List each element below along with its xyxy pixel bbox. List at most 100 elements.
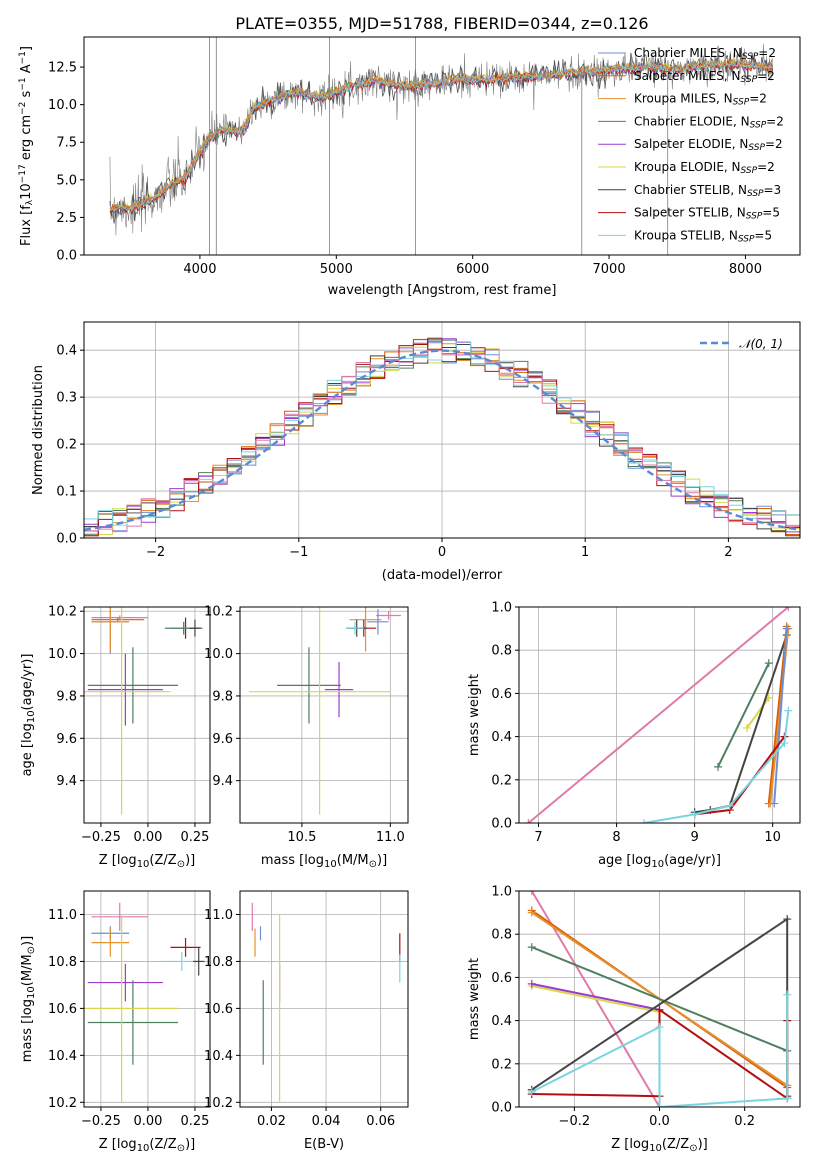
- gridlines: [84, 891, 210, 1107]
- spectrum-legend: Chabrier MILES, NSSP=2 Salpeter MILES, N S…: [598, 46, 784, 245]
- label-part: 10: [324, 859, 337, 870]
- y-tick-label: 10.0: [204, 647, 233, 662]
- plot-area: [84, 607, 203, 815]
- panel-xlabel: Z [log10(Z/Z⊙)]: [611, 1137, 707, 1154]
- axes-box: [83, 890, 211, 1108]
- legend-sub: SSP: [746, 212, 763, 222]
- label-part: )]: [698, 1137, 708, 1152]
- gridlines: [240, 891, 408, 1107]
- axes-frame: 0.02 0.04 0.06 10.2 10.4 10.6 10.8 11.0: [204, 890, 409, 1129]
- weight-marker: [764, 659, 773, 668]
- y-tick-label: 11.0: [204, 908, 233, 923]
- y-tick-label: 0.6: [491, 687, 512, 702]
- axes-box: [518, 606, 801, 824]
- legend-text: Salpeter MILES, N: [634, 69, 741, 83]
- label-part: 10: [26, 710, 37, 723]
- axes-frame: 7 8 9 10 0.0 0.2 0.4 0.6 0.8 1.0: [491, 601, 801, 845]
- label-part: (age/yr)]: [20, 654, 35, 711]
- gridlines: [84, 607, 210, 823]
- normal-curve: [84, 349, 798, 531]
- label-part: Z [log: [99, 853, 137, 868]
- label-part: age [log: [20, 723, 35, 776]
- axes-box: [83, 36, 801, 256]
- y-tick-label: 0.3: [56, 391, 77, 406]
- legend-label: Chabrier STELIB, NSSP=3: [634, 183, 781, 199]
- weight-marker: [527, 979, 536, 988]
- weight-marker: [783, 990, 792, 999]
- legend-sub: SSP: [748, 143, 765, 153]
- x-tick-label: 7: [534, 830, 542, 845]
- y-tick-label: 9.4: [212, 774, 233, 789]
- y-tick-label: 0.0: [56, 249, 77, 264]
- axes-frame: 4000 5000 6000 7000 8000 0.0 2.5 5.0 7.5 10.0 12.5: [48, 36, 801, 277]
- y-tick-label: 10.4: [48, 1049, 77, 1064]
- axes-frame: −0.2 0.0 0.2 0.0 0.2 0.4 0.6 0.8 1.0: [491, 885, 801, 1129]
- label-part: 10: [26, 986, 37, 999]
- legend-text: =2: [757, 69, 775, 83]
- weight-line-kroupa_elodie: [531, 985, 660, 1013]
- panel-xlabel: Z [log10(Z/Z⊙)]: [99, 853, 195, 870]
- weight-marker: [639, 819, 648, 823]
- weight-line-salpeter_elodie: [531, 982, 660, 1011]
- y-tick-label: 10.8: [204, 955, 233, 970]
- axes-frame: 10.5 11.0 9.4 9.6 9.8 10.0 10.2: [204, 605, 409, 845]
- axes-box: [239, 606, 409, 824]
- legend-text: =2: [758, 46, 776, 60]
- y-tick-label: 0.2: [491, 773, 512, 788]
- weight-line-pink: [527, 607, 789, 823]
- x-tick-label: −0.2: [559, 1114, 591, 1129]
- y-tick-label: 10.2: [204, 1096, 233, 1111]
- legend-text: Kroupa ELODIE, N: [634, 160, 741, 174]
- label-part: 10: [137, 859, 150, 870]
- panel-ylabel: mass weight: [467, 674, 482, 756]
- legend-label: Kroupa STELIB, NSSP=5: [634, 228, 772, 244]
- legend-label: Kroupa MILES, NSSP=2: [634, 92, 767, 108]
- axes-frame: −0.25 0.00 0.25 10.2 10.4 10.6 10.8 11.0: [48, 890, 211, 1129]
- label-part: ⊙: [689, 1143, 697, 1154]
- axes-frame: −0.25 0.00 0.25 9.4 9.6 9.8 10.0 10.2: [48, 605, 211, 845]
- residual-histogram-pink: [84, 349, 800, 535]
- weight-vs-metallicity-panel: −0.2 0.0 0.2 0.0 0.2 0.4 0.6 0.8 1.0 Z [log10(Z/Z…: [467, 885, 801, 1154]
- y-tick-label: 1.0: [491, 601, 512, 616]
- label-part: )]: [20, 936, 35, 946]
- weight-line-kroupa_stelib: [531, 994, 789, 1107]
- legend-text: Kroupa MILES, N: [634, 92, 733, 106]
- legend-text: =2: [749, 92, 767, 106]
- y-tick-label: 0.0: [56, 532, 77, 547]
- panel-ylabel: age [log10(age/yr)]: [20, 654, 37, 777]
- weight-line-salpeter_miles: [767, 626, 788, 804]
- plot-area: [84, 337, 800, 537]
- panel-ylabel: mass weight: [467, 958, 482, 1040]
- residual-legend: 𝒩(0, 1): [700, 337, 783, 351]
- legend-label: Chabrier MILES, NSSP=2: [634, 46, 776, 62]
- x-tick-label: 7000: [593, 262, 626, 277]
- label-part: (Z/Z: [662, 1137, 689, 1152]
- plot-area: [109, 37, 774, 255]
- label-part: ⊙: [369, 859, 377, 870]
- legend-text: =3: [764, 183, 782, 197]
- panel-xlabel: Z [log10(Z/Z⊙)]: [99, 1137, 195, 1154]
- y-tick-label: 9.6: [212, 732, 233, 747]
- weight-marker: [782, 624, 791, 633]
- x-tick-label: 9: [690, 830, 698, 845]
- weight-marker: [690, 810, 699, 819]
- spectrum-ylabel: Flux [fλ10−17 erg cm−2 s−1 A−1]: [18, 46, 35, 246]
- legend-sub: SSP: [747, 189, 764, 199]
- label-part: 10: [649, 1143, 662, 1154]
- label-part: ⊙: [177, 1143, 185, 1154]
- x-tick-label: −0.25: [81, 1114, 121, 1129]
- y-tick-label: 10.4: [204, 1049, 233, 1064]
- x-tick-label: 0.06: [366, 1114, 395, 1129]
- y-tick-label: 9.4: [56, 774, 77, 789]
- weight-marker: [655, 1005, 664, 1014]
- x-tick-label: 6000: [456, 262, 489, 277]
- age-vs-mass-panel: 10.5 11.0 9.4 9.6 9.8 10.0 10.2 mass [log10(M/M…: [204, 605, 409, 870]
- y-tick-label: 10.2: [48, 1096, 77, 1111]
- label-part: mass [log: [261, 853, 324, 868]
- x-tick-label: 4000: [183, 262, 216, 277]
- model-spectrum-kroupa_stelib: [109, 60, 773, 212]
- legend-sub: SSP: [741, 166, 758, 176]
- y-tick-label: 2.5: [56, 211, 77, 226]
- weight-marker: [770, 799, 779, 808]
